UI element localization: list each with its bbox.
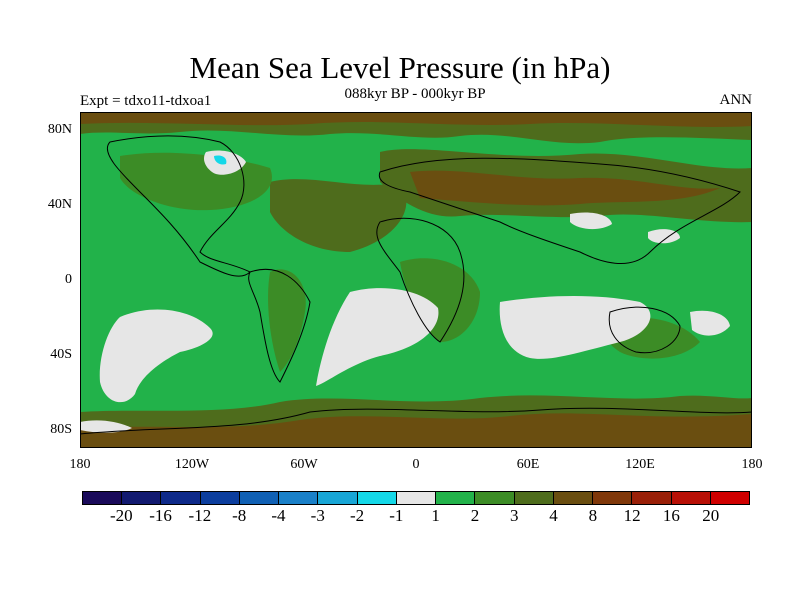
ylabel-80n: 80N (47, 122, 72, 137)
colorbar-swatch (318, 492, 358, 504)
coastlines (80, 135, 752, 435)
high-south-atlantic (316, 288, 439, 386)
coast-africa (376, 217, 465, 343)
colorbar-swatch (396, 492, 437, 504)
colorbar-label: -8 (232, 506, 247, 525)
xlabel-60w: 60W (290, 457, 318, 472)
coast-north-america (106, 135, 251, 277)
colorbar-swatch (593, 492, 633, 504)
colorbar-label: 12 (623, 506, 641, 525)
chart-subtitle: 088kyr BP - 000kyr BP (344, 86, 486, 102)
ylabel-40s: 40S (50, 347, 72, 362)
xlabel-180e: 180 (741, 457, 763, 472)
coast-antarctica (80, 407, 752, 435)
xlabel-0: 0 (412, 457, 420, 472)
ylabel-80s: 80S (50, 422, 72, 437)
colorbar-swatch (357, 492, 397, 504)
coast-australia (608, 306, 681, 354)
colorbar-label: -12 (188, 506, 212, 525)
colorbar-label: -20 (109, 506, 133, 525)
colorbar-label: -2 (349, 506, 365, 525)
xlabel-120w: 120W (174, 457, 210, 472)
colorbar-label: 20 (702, 506, 720, 525)
colorbar-swatch (122, 492, 162, 504)
colorbar-label: 4 (549, 506, 558, 525)
colorbar-label: -3 (310, 506, 325, 525)
colorbar-label: 8 (588, 506, 598, 525)
atlantic-olive (270, 179, 407, 252)
season-label: ANN (719, 92, 753, 108)
arctic-brown (80, 112, 752, 127)
high-north-pacific-east (648, 229, 680, 244)
colorbar-label: -4 (271, 506, 286, 525)
xlabel-60e: 60E (516, 457, 540, 472)
colorbar-label: 2 (470, 506, 480, 525)
low-greenland-cyan (214, 155, 227, 165)
coast-eurasia (378, 157, 741, 265)
colorbar-swatch (475, 492, 515, 504)
high-south-pacific (99, 309, 213, 403)
ylabel-0: 0 (65, 272, 72, 287)
colorbar-label: 3 (509, 506, 519, 525)
colorbar-swatch (161, 492, 201, 504)
colorbar-label: -16 (149, 506, 172, 525)
experiment-label: Expt = tdxo11-tdxoa1 (80, 93, 212, 109)
map-border (80, 112, 752, 448)
colorbar-label: 1 (431, 506, 440, 525)
colorbar-label: -1 (389, 506, 404, 525)
coast-south-america (248, 268, 311, 383)
colorbar (82, 491, 750, 505)
colorbar-swatch (436, 492, 476, 504)
ylabel-40n: 40N (47, 197, 72, 212)
xlabel-120e: 120E (625, 457, 655, 472)
colorbar-swatch (553, 492, 594, 504)
colorbar-swatch (239, 492, 280, 504)
colorbar-swatch (710, 492, 749, 504)
high-indian-ocean (499, 296, 651, 359)
pressure-map (80, 112, 752, 448)
eurasia-brown (410, 170, 720, 206)
xlabel-180w: 180 (69, 457, 91, 472)
colorbar-swatch (83, 492, 123, 504)
colorbar-swatch (671, 492, 711, 504)
high-west-australia (690, 310, 730, 336)
africa-olive (400, 258, 480, 342)
chart-title: Mean Sea Level Pressure (in hPa) (189, 50, 611, 85)
colorbar-swatch (200, 492, 240, 504)
colorbar-label: 16 (662, 506, 680, 525)
colorbar-swatch (514, 492, 554, 504)
south-america-olive (268, 269, 306, 372)
colorbar-swatch (279, 492, 319, 504)
high-antarctica-west (80, 420, 132, 433)
southern-brown (80, 413, 752, 448)
colorbar-swatch (632, 492, 672, 504)
high-east-asia (570, 212, 612, 230)
